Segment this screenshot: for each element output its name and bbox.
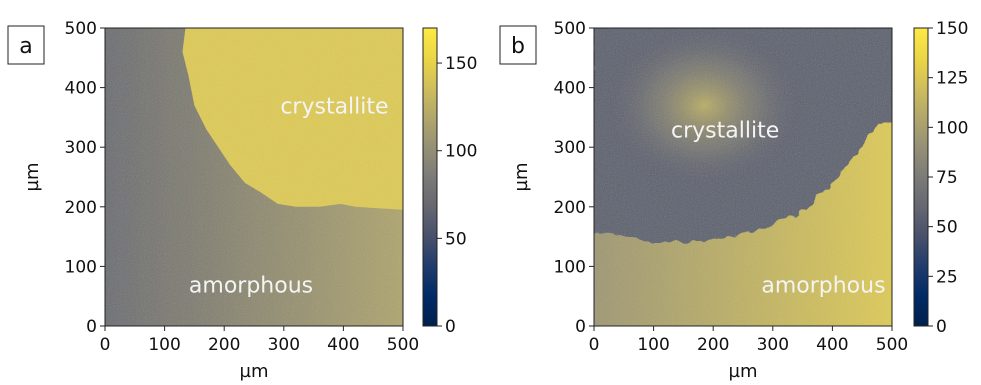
panel-a-ticks: 0 100 200 300 400 500 0 100 200 300 400 500	[65, 19, 420, 355]
panel-b-xtick-label: 500	[876, 335, 908, 355]
panel-a-plot-frame	[104, 27, 404, 327]
panel-a-xlabel: µm	[240, 361, 269, 381]
panel-a-xtick-label: 100	[148, 335, 180, 355]
panel-b-plot-frame	[593, 27, 893, 327]
panel-b-ytick-label: 100	[554, 257, 586, 277]
panel-a-annotation-amorphous: amorphous	[189, 273, 313, 298]
panel-a-colorbar-tick-label: 100	[445, 142, 477, 162]
panel-a-ytick-label: 500	[65, 19, 97, 39]
panel-b-annotation-amorphous: amorphous	[761, 273, 885, 298]
panel-b-colorbar-ticks: 0 25 50 75 100 125 150	[928, 19, 968, 337]
panel-a-colorbar-bar	[422, 27, 438, 327]
panel-b-colorbar-bar	[913, 27, 929, 327]
panel-b-ytick-label: 200	[554, 198, 586, 218]
panel-b-colorbar-tick-label: 75	[936, 168, 958, 188]
panel-b-ytick-label: 0	[575, 317, 586, 337]
panel-a-label-box: a	[7, 25, 45, 65]
panel-b-xtick-label: 0	[589, 335, 600, 355]
panel-a-ytick-label: 100	[65, 257, 97, 277]
panel-b-ticks: 0 100 200 300 400 500 0 100 200 300 400 500	[554, 19, 909, 355]
panel-b-colorbar-tick-label: 50	[936, 218, 958, 238]
panel-b-crystallite-core	[605, 28, 803, 186]
panel-b-colorbar-tick-label: 100	[936, 118, 968, 138]
panel-a-xtick-label: 500	[387, 335, 419, 355]
panel-a-label: a	[19, 34, 32, 59]
panel-a-xtick-label: 0	[100, 335, 111, 355]
panel-a-ytick-label: 300	[65, 138, 97, 158]
panel-a-colorbar-tick-label: 50	[445, 229, 467, 249]
panel-b-xtick-label: 200	[697, 335, 729, 355]
panel-b-ylabel: µm	[511, 163, 532, 192]
panel-b-colorbar-tick-label: 150	[936, 19, 968, 39]
panel-a-colorbar-tick-label: 150	[445, 54, 477, 74]
panel-a-xtick-label: 200	[208, 335, 240, 355]
panel-b-xtick-label: 100	[637, 335, 669, 355]
panel-b-xtick-label: 400	[816, 335, 848, 355]
panel-a-crystallite-region	[182, 28, 403, 210]
panel-b-xtick-label: 300	[757, 335, 789, 355]
panel-b-label-box: b	[499, 25, 537, 65]
panel-b-ytick-label: 400	[554, 79, 586, 99]
panel-b-annotation-crystallite: crystallite	[671, 118, 779, 143]
panel-a-colorbar: 0 50 100 150	[422, 27, 477, 337]
panel-b-label: b	[511, 34, 525, 59]
panel-a-ytick-label: 400	[65, 79, 97, 99]
panel-a-colorbar-tick-label: 0	[445, 317, 456, 337]
panel-a-ylabel: µm	[22, 163, 43, 192]
panel-b-colorbar-tick-label: 125	[936, 69, 968, 89]
panel-b-xlabel: µm	[729, 361, 758, 381]
panel-b-colorbar-tick-label: 0	[936, 317, 947, 337]
panel-a-colorbar-ticks: 0 50 100 150	[437, 54, 477, 337]
panel-a-annotation-crystallite: crystallite	[280, 94, 388, 119]
panel-b-ytick-label: 500	[554, 19, 586, 39]
panel-b-colorbar-tick-label: 25	[936, 267, 958, 287]
panel-a-ytick-label: 200	[65, 198, 97, 218]
panel-b-colorbar: 0 25 50 75 100 125 150	[913, 19, 968, 337]
panel-a-xtick-label: 300	[268, 335, 300, 355]
panel-a-ytick-label: 0	[86, 317, 97, 337]
panel-b-ytick-label: 300	[554, 138, 586, 158]
panel-a-xtick-label: 400	[327, 335, 359, 355]
